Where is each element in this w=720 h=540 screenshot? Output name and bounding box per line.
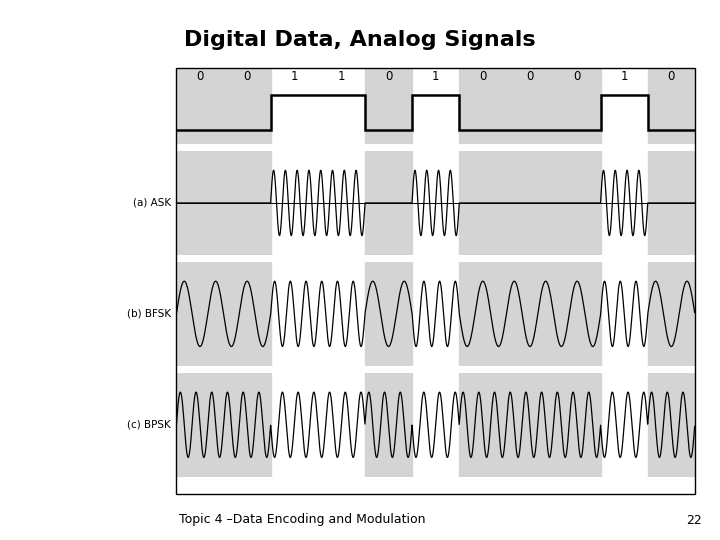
Text: (a) ASK: (a) ASK: [133, 198, 171, 208]
Bar: [554, 373, 600, 477]
Bar: [176, 151, 223, 255]
Bar: [506, 68, 554, 144]
Bar: [176, 373, 223, 477]
Text: 0: 0: [667, 70, 675, 83]
Text: 0: 0: [573, 70, 580, 83]
Bar: [365, 373, 412, 477]
Bar: [459, 151, 506, 255]
Bar: [223, 261, 271, 366]
Bar: [648, 261, 695, 366]
Text: 0: 0: [384, 70, 392, 83]
Bar: [223, 68, 271, 144]
Bar: [554, 261, 600, 366]
Bar: [223, 373, 271, 477]
Text: 1: 1: [338, 70, 345, 83]
Bar: [648, 373, 695, 477]
Bar: [554, 151, 600, 255]
Bar: [176, 261, 223, 366]
Bar: [459, 373, 506, 477]
Bar: [365, 151, 412, 255]
Bar: [554, 68, 600, 144]
Bar: [459, 68, 506, 144]
Bar: [223, 151, 271, 255]
Text: 1: 1: [432, 70, 439, 83]
Text: 0: 0: [526, 70, 534, 83]
Bar: [506, 151, 554, 255]
Text: 1: 1: [290, 70, 298, 83]
Bar: [506, 261, 554, 366]
Bar: [176, 68, 223, 144]
Text: (c) BPSK: (c) BPSK: [127, 420, 171, 430]
Text: Topic 4 –Data Encoding and Modulation: Topic 4 –Data Encoding and Modulation: [179, 514, 426, 526]
Text: Digital Data, Analog Signals: Digital Data, Analog Signals: [184, 30, 536, 50]
Text: 0: 0: [479, 70, 487, 83]
Bar: [506, 373, 554, 477]
Text: 0: 0: [243, 70, 251, 83]
Bar: [459, 261, 506, 366]
Text: 0: 0: [197, 70, 204, 83]
Bar: [648, 68, 695, 144]
Bar: [365, 261, 412, 366]
Text: 22: 22: [686, 514, 702, 526]
Text: (b) BFSK: (b) BFSK: [127, 309, 171, 319]
Bar: [365, 68, 412, 144]
Text: 1: 1: [621, 70, 628, 83]
Bar: [648, 151, 695, 255]
